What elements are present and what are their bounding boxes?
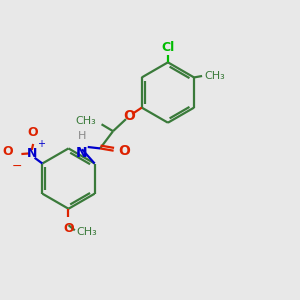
- Text: CH₃: CH₃: [76, 227, 97, 237]
- Text: H: H: [78, 131, 86, 141]
- Text: CH₃: CH₃: [76, 116, 96, 125]
- Text: O: O: [3, 145, 13, 158]
- Text: +: +: [37, 139, 45, 149]
- Text: Cl: Cl: [161, 41, 175, 54]
- Text: N: N: [76, 146, 88, 161]
- Text: CH₃: CH₃: [204, 71, 225, 81]
- Text: O: O: [63, 222, 74, 235]
- Text: −: −: [11, 160, 22, 173]
- Text: O: O: [28, 126, 38, 139]
- Text: O: O: [118, 144, 130, 158]
- Text: N: N: [26, 147, 37, 160]
- Text: O: O: [123, 109, 135, 123]
